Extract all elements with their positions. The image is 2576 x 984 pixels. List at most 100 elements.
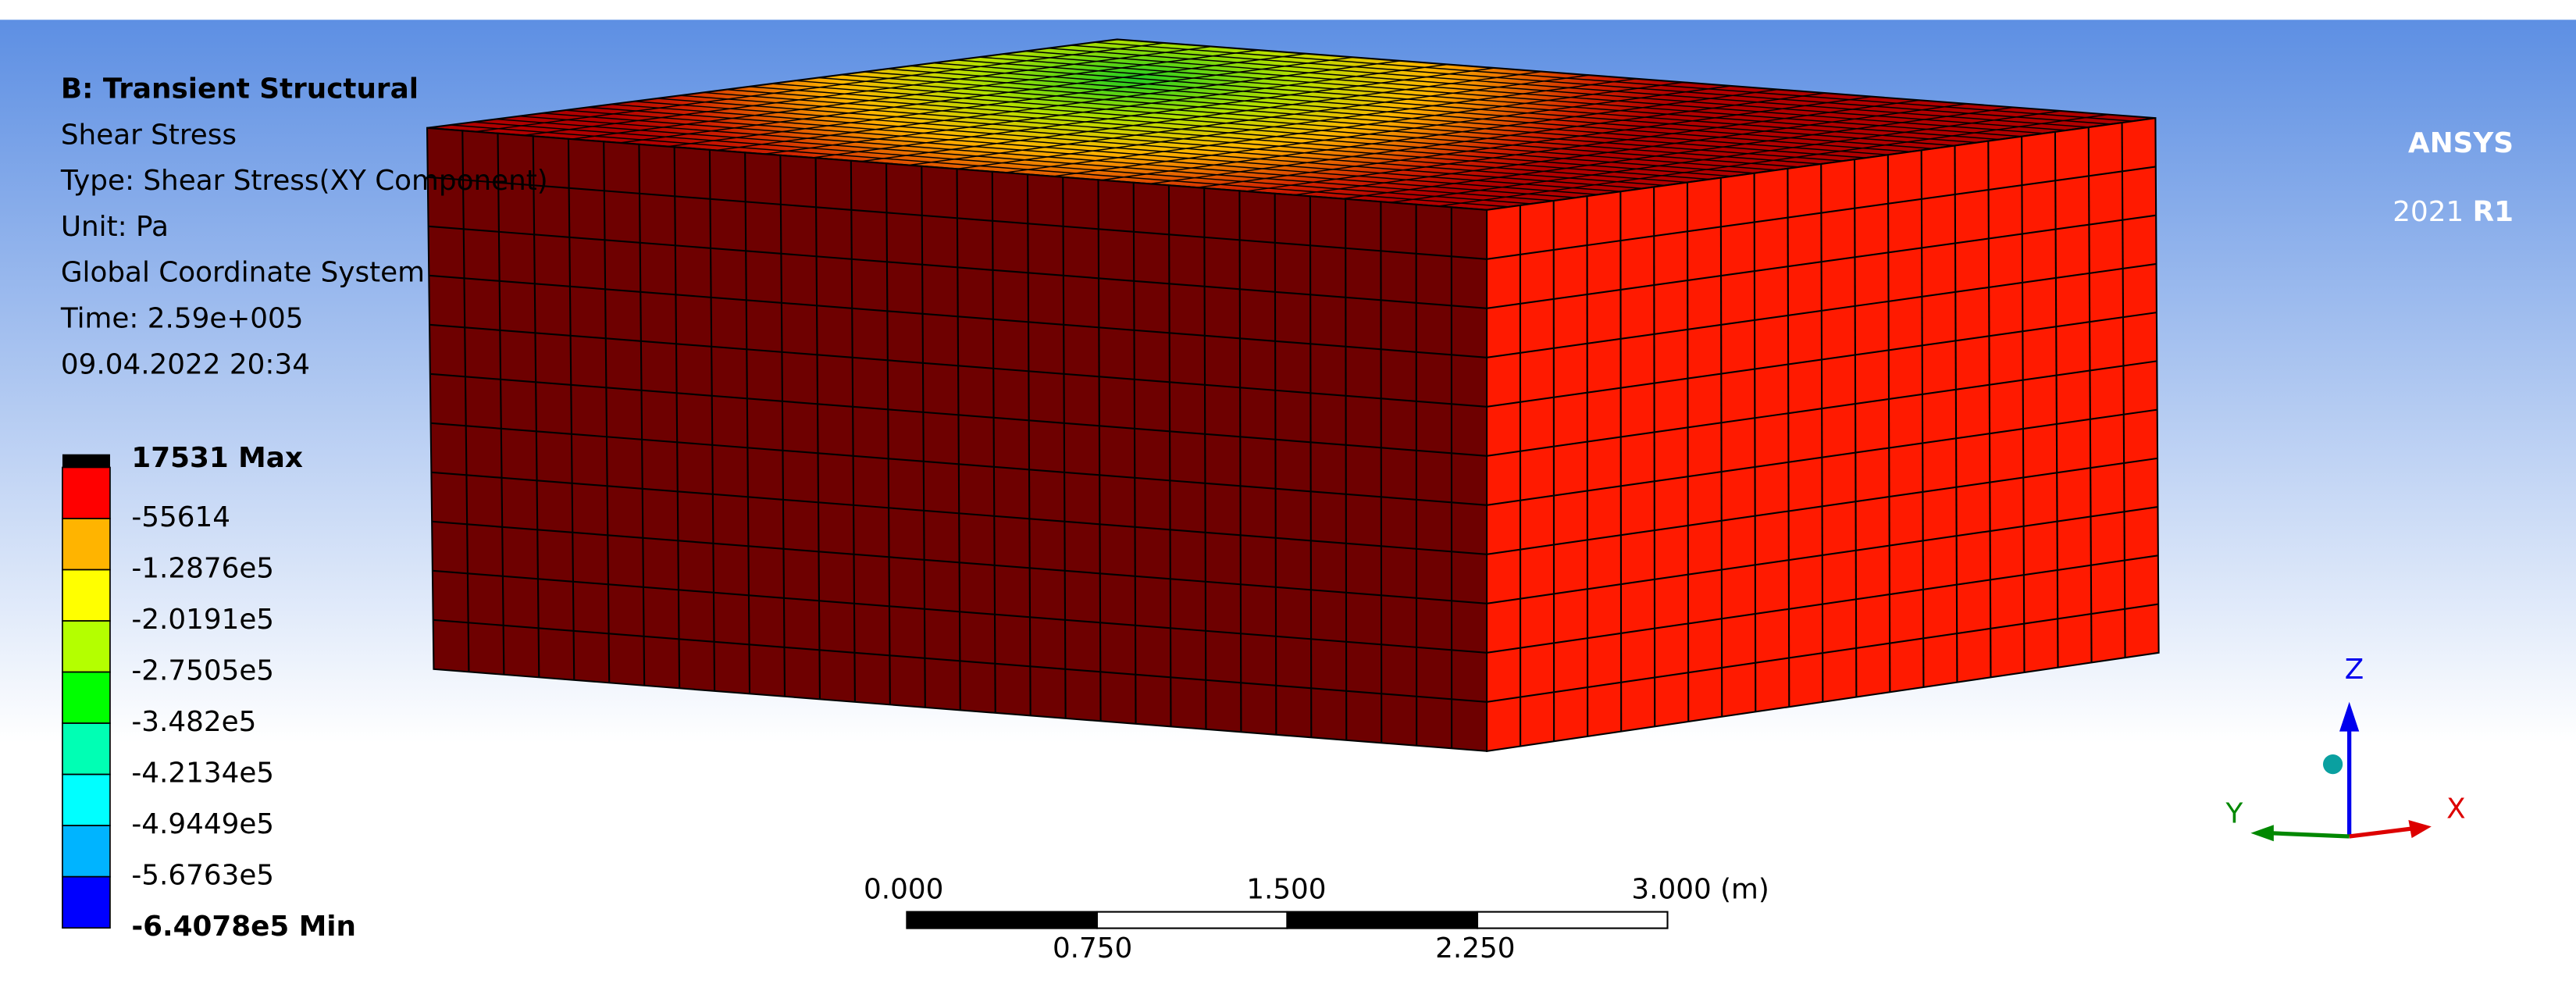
legend-band (62, 620, 111, 673)
scale-label: 3.000 (m) (1631, 873, 1769, 905)
scale-segment (1096, 911, 1288, 929)
mesh-line (523, 45, 1212, 137)
mesh-line (638, 144, 646, 686)
mesh-line (814, 158, 821, 700)
mesh-line (1053, 85, 1731, 177)
legend-band (62, 569, 111, 622)
logo-version: 2021 R1 (2393, 196, 2514, 228)
mesh-line (475, 42, 1165, 133)
mesh-line (708, 149, 716, 691)
mesh-line (850, 160, 856, 702)
legend-band (62, 466, 111, 519)
legend-label: -2.0191e5 (131, 604, 274, 636)
mesh-line (1486, 360, 2157, 457)
axis-x-head (2408, 820, 2432, 839)
logo-name: ANSYS (2408, 127, 2514, 159)
mesh-line (991, 171, 996, 713)
scale-label: 1.500 (1246, 873, 1326, 905)
mesh-line (1653, 187, 1656, 727)
mesh-line (673, 147, 681, 689)
mesh-line (430, 422, 1488, 506)
legend-label: -6.4078e5 Min (131, 911, 356, 943)
mesh-line (1101, 88, 1778, 181)
legend-band (62, 825, 111, 878)
header-line: B: Transient Structural (61, 73, 419, 105)
overlay: B: Transient Structural Shear Stress Type:… (60, 73, 2514, 964)
mesh-line (1787, 168, 1790, 708)
axis-y (2270, 831, 2350, 839)
mesh-line (1149, 92, 1826, 185)
scale-label: 0.000 (864, 873, 943, 905)
mesh-line (427, 176, 1488, 260)
mesh-line (957, 78, 1637, 170)
legend-band (62, 773, 111, 826)
legend-label: 17531 Max (131, 442, 303, 474)
mesh-line (1197, 95, 1872, 188)
mesh-line (1005, 81, 1684, 173)
mesh-line (431, 471, 1488, 555)
mesh-line (885, 163, 891, 705)
mesh-line (1062, 176, 1067, 718)
mesh-line (1486, 214, 2157, 309)
mesh-line (1132, 182, 1137, 724)
legend-band (62, 875, 111, 929)
mesh-line (1719, 177, 1723, 717)
mesh-line (1238, 191, 1242, 733)
mesh-line (716, 60, 1401, 152)
mesh-line (1920, 150, 1925, 687)
mesh-line (1274, 193, 1277, 735)
legend-label: -4.9449e5 (131, 808, 274, 840)
mesh-line (1438, 113, 2109, 207)
mesh-line (1753, 173, 1757, 712)
scale-label: 2.250 (1435, 932, 1515, 964)
mesh-line (2054, 131, 2059, 668)
triad-sphere (2322, 754, 2343, 775)
mesh-line (429, 274, 1488, 358)
legend-label: -55614 (131, 501, 230, 533)
mesh-line (1167, 185, 1172, 727)
legend-cap (62, 454, 110, 468)
mesh-line (1097, 180, 1102, 722)
mesh-line (1486, 506, 2158, 604)
mesh-line (1341, 106, 2015, 200)
top-strip (0, 0, 2576, 20)
mesh-line (1954, 145, 1958, 683)
legend-band (62, 518, 111, 571)
mesh-line (1486, 166, 2156, 260)
mesh-line (603, 141, 611, 683)
mesh-line (1486, 262, 2157, 358)
legend-label: -5.6763e5 (131, 860, 274, 892)
axis-x-label: X (2446, 793, 2466, 825)
legend-label: -1.2876e5 (131, 553, 274, 585)
mesh-line (532, 136, 540, 678)
mesh-line (2121, 123, 2126, 658)
mesh-line (668, 56, 1353, 148)
mesh-line (2087, 127, 2093, 663)
legend-band (62, 671, 111, 724)
mesh-line (764, 63, 1448, 155)
axis-y-label: Y (2225, 798, 2243, 830)
mesh-line (956, 169, 961, 711)
axis-z-label: Z (2345, 654, 2364, 686)
mesh-line (432, 520, 1488, 604)
legend-band (62, 722, 111, 775)
mesh-line (1345, 198, 1348, 740)
header-line: 09.04.2022 20:34 (61, 348, 310, 380)
mesh-line (1486, 554, 2158, 654)
axis-y-head (2250, 825, 2274, 842)
mesh-line (1486, 408, 2157, 506)
mesh-line (1820, 163, 1824, 702)
header-line: Time: 2.59e+005 (60, 303, 304, 335)
header-line: Unit: Pa (61, 211, 169, 243)
mesh-line (1309, 196, 1313, 738)
mesh-line (1486, 312, 2157, 408)
mesh-line (1390, 110, 2061, 203)
mesh-line (1686, 182, 1690, 722)
mesh-line (429, 373, 1488, 457)
mesh-line (1294, 103, 1967, 196)
mesh-line (1026, 174, 1031, 716)
mesh-line (1887, 155, 1891, 693)
mesh-line (433, 619, 1488, 703)
mesh-line (2021, 136, 2026, 673)
